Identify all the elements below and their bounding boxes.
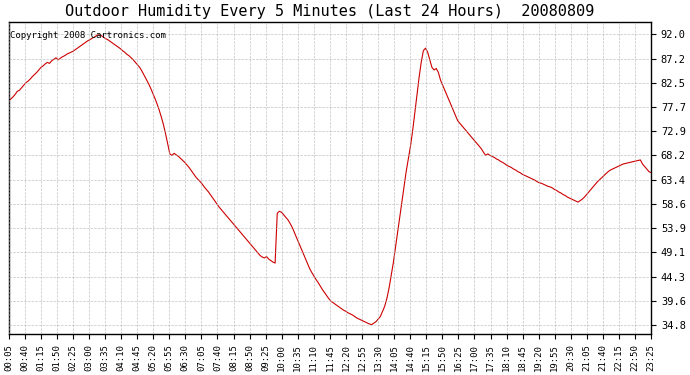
Text: Copyright 2008 Cartronics.com: Copyright 2008 Cartronics.com — [10, 31, 166, 40]
Title: Outdoor Humidity Every 5 Minutes (Last 24 Hours)  20080809: Outdoor Humidity Every 5 Minutes (Last 2… — [66, 4, 595, 19]
